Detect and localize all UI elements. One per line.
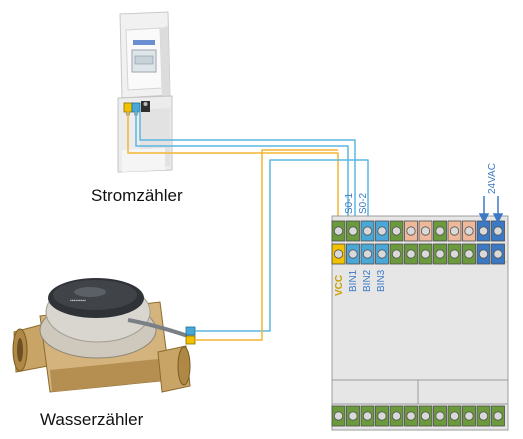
water-meter-label: Wasserzähler <box>40 410 144 429</box>
terminal-top1-screw-6 <box>406 226 416 236</box>
electricity-meter-label: Stromzähler <box>91 186 183 205</box>
terminal-top1-screw-10 <box>464 226 474 236</box>
terminal-top2-screw-9 <box>449 249 460 259</box>
label-so1: S0-1 <box>344 192 355 214</box>
terminal-top2-screw-11 <box>478 249 489 259</box>
terminal-top2-screw-5 <box>391 249 402 259</box>
terminal-top2-screw-10 <box>464 249 474 259</box>
terminal-row-top-2 <box>331 243 505 265</box>
supply-arrows <box>478 196 504 224</box>
terminal-top1-screw-12 <box>493 226 503 236</box>
label-bin3: BIN3 <box>376 269 387 292</box>
terminal-bottom-screw-11 <box>478 411 489 421</box>
terminal-top1-screw-1 <box>333 226 344 236</box>
wire-water-blue <box>195 159 369 332</box>
svg-text:▪▪▪▪▪▪▪▪▪: ▪▪▪▪▪▪▪▪▪ <box>70 298 86 304</box>
terminal-top2-screw-2 <box>348 249 358 259</box>
terminal-bottom-screw-1 <box>333 411 344 421</box>
terminal-top1-screw-5 <box>391 226 402 236</box>
wire-electricity-yellow <box>127 111 339 252</box>
label-vcc: VCC <box>334 275 345 296</box>
electricity-meter-icon <box>117 11 173 173</box>
wiring <box>127 111 369 341</box>
terminal-bottom-screw-2 <box>348 411 358 421</box>
terminal-top1-screw-11 <box>478 226 489 236</box>
wire-electricity-blue-2 <box>139 111 356 252</box>
terminal-bottom-screw-9 <box>449 411 460 421</box>
terminal-bottom-screw-12 <box>493 411 503 421</box>
terminal-top1-screw-4 <box>377 226 387 236</box>
label-bin2: BIN2 <box>362 269 373 292</box>
terminal-top2-screw-4 <box>377 249 387 259</box>
wire-water-yellow <box>195 149 338 341</box>
terminal-top2-screw-6 <box>406 249 416 259</box>
terminal-bottom-screw-3 <box>362 411 373 421</box>
terminal-top2-screw-8 <box>435 249 445 259</box>
terminal-top1-screw-9 <box>449 226 460 236</box>
terminal-top2-screw-3 <box>362 249 373 259</box>
terminal-top1-screw-3 <box>362 226 373 236</box>
terminal-top1-screw-7 <box>420 226 431 236</box>
label-bin1: BIN1 <box>348 269 359 292</box>
label-24vac: 24VAC <box>487 163 498 194</box>
terminal-top1-screw-8 <box>435 226 445 236</box>
terminal-bottom-screw-8 <box>435 411 445 421</box>
terminal-top2-screw-12 <box>493 249 503 259</box>
water-meter-icon: ▪▪▪▪▪▪▪▪▪ <box>12 278 196 393</box>
terminal-bottom-screw-4 <box>377 411 387 421</box>
terminal-bottom-screw-10 <box>464 411 474 421</box>
wire-electricity-blue <box>135 111 349 230</box>
terminal-top2-screw-1 <box>333 249 344 259</box>
terminal-bottom-screw-7 <box>420 411 431 421</box>
terminal-bottom-screw-6 <box>406 411 416 421</box>
controller-module <box>331 215 509 431</box>
label-so2: S0-2 <box>358 192 369 214</box>
terminal-top2-screw-7 <box>420 249 431 259</box>
terminal-bottom-screw-5 <box>391 411 402 421</box>
terminal-row-bottom <box>331 405 505 427</box>
terminal-top1-screw-2 <box>348 226 358 236</box>
